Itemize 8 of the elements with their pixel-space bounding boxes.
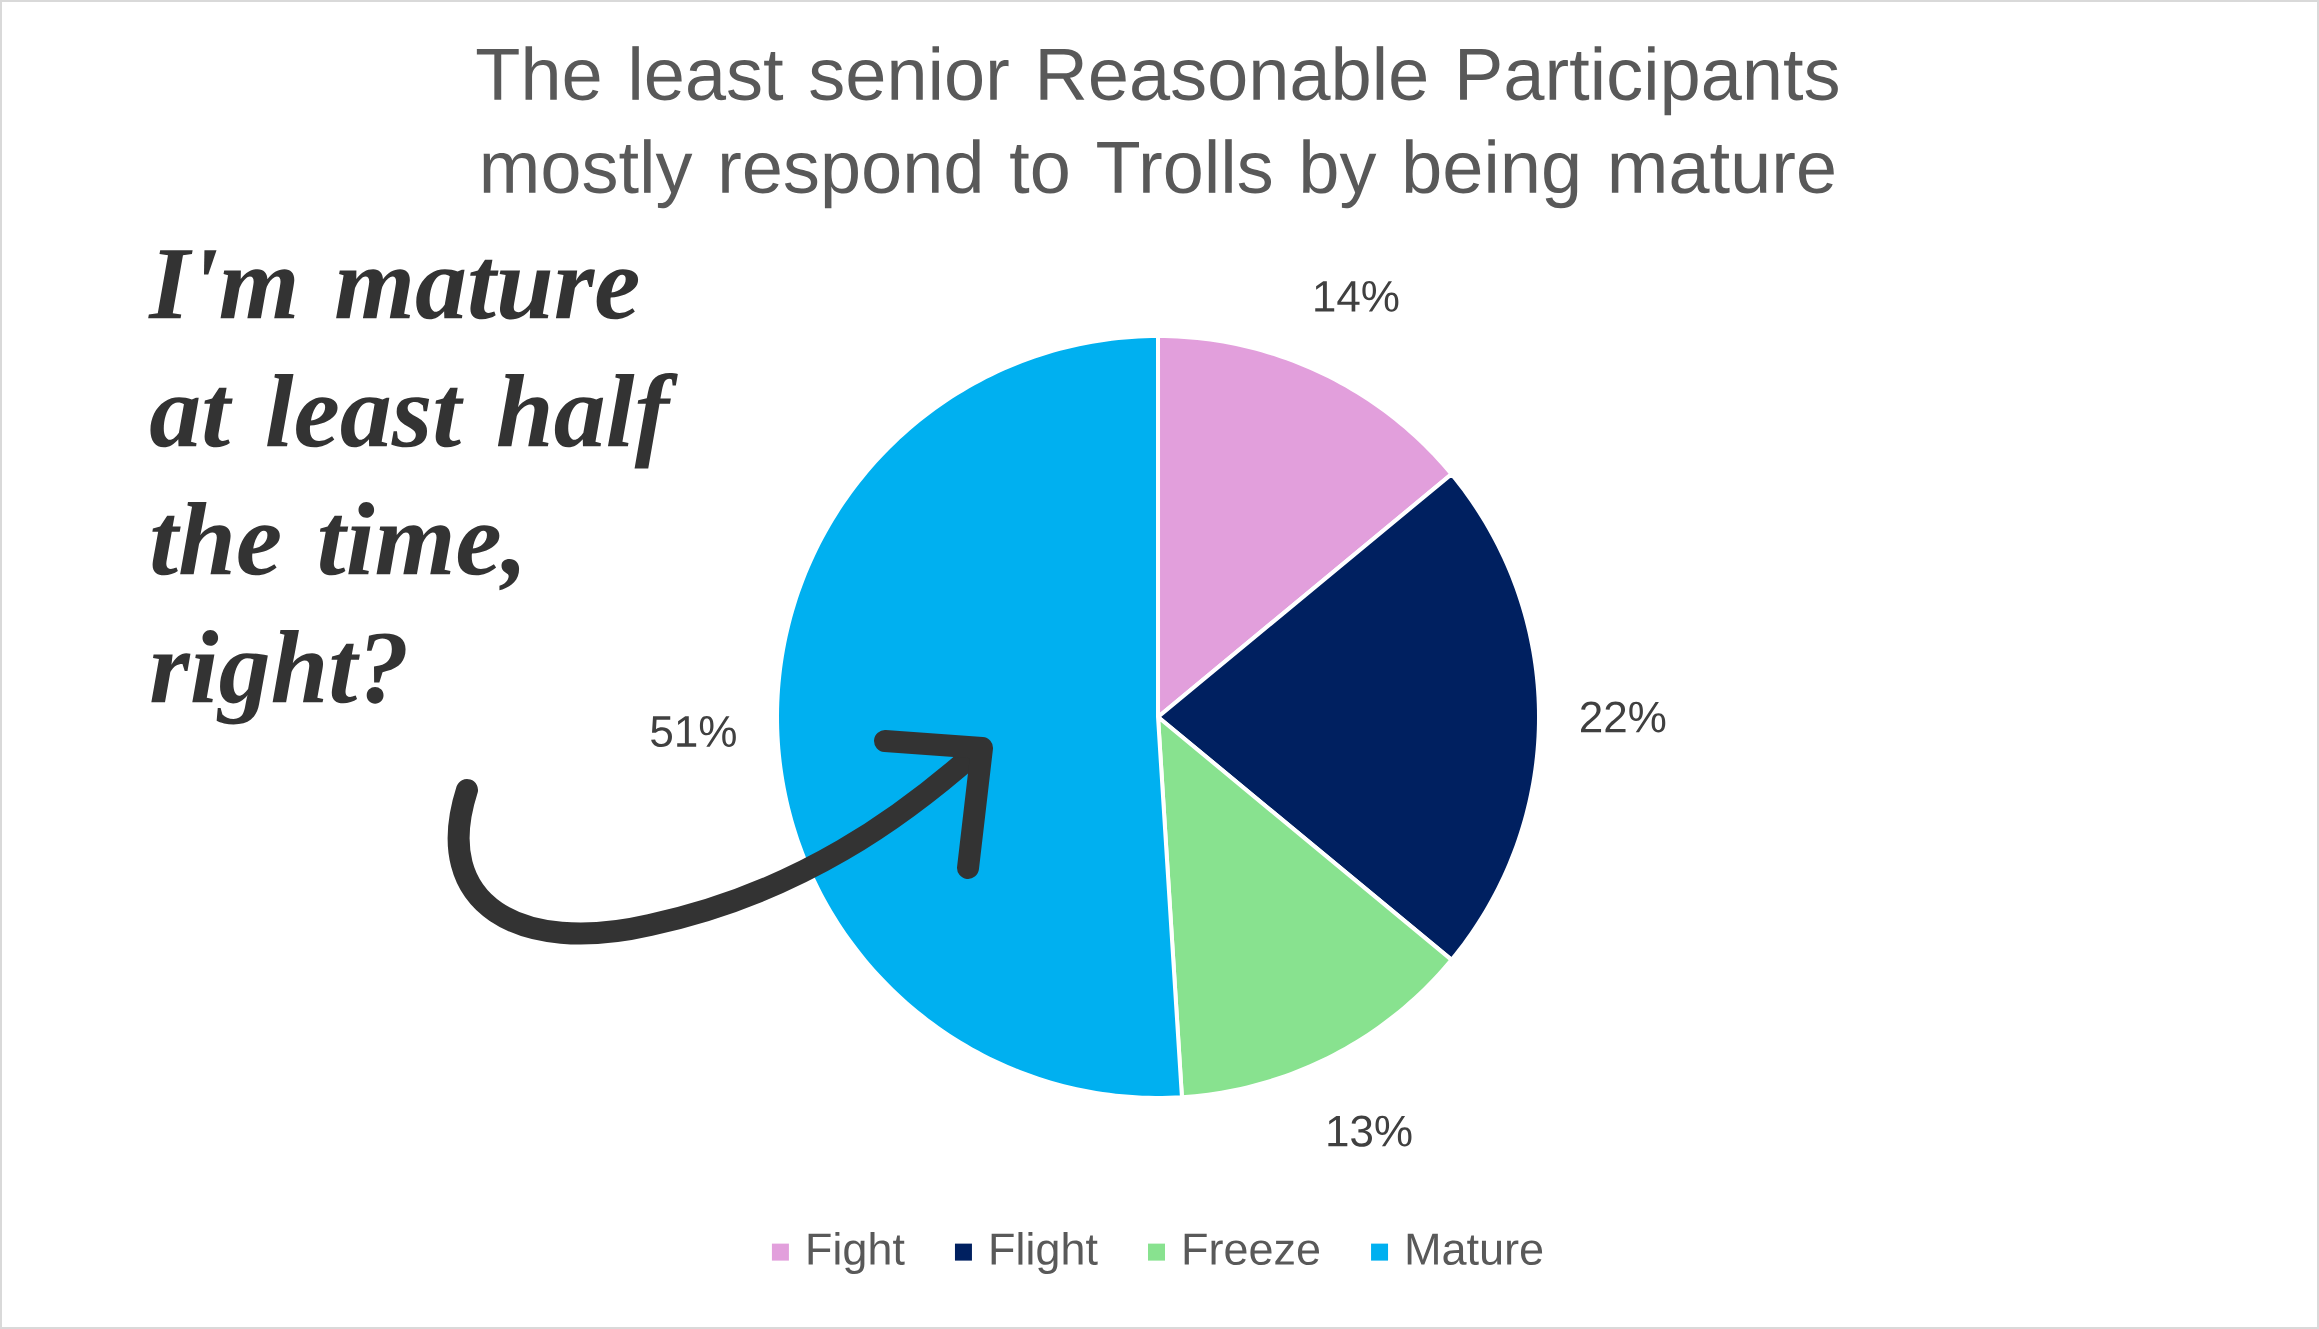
chart-title: The least senior Reasonable Participants mostly respond to Trolls by being mature <box>476 46 1838 209</box>
legend-label: Fight <box>808 1232 905 1274</box>
data-label: 14% <box>1315 281 1399 312</box>
legend-label: Mature <box>1407 1233 1543 1266</box>
data-label: 22% <box>1581 701 1666 733</box>
legend-label: Freeze <box>1184 1233 1320 1266</box>
legend-label: Flight <box>991 1232 1098 1274</box>
data-label: 13% <box>1328 1115 1412 1147</box>
